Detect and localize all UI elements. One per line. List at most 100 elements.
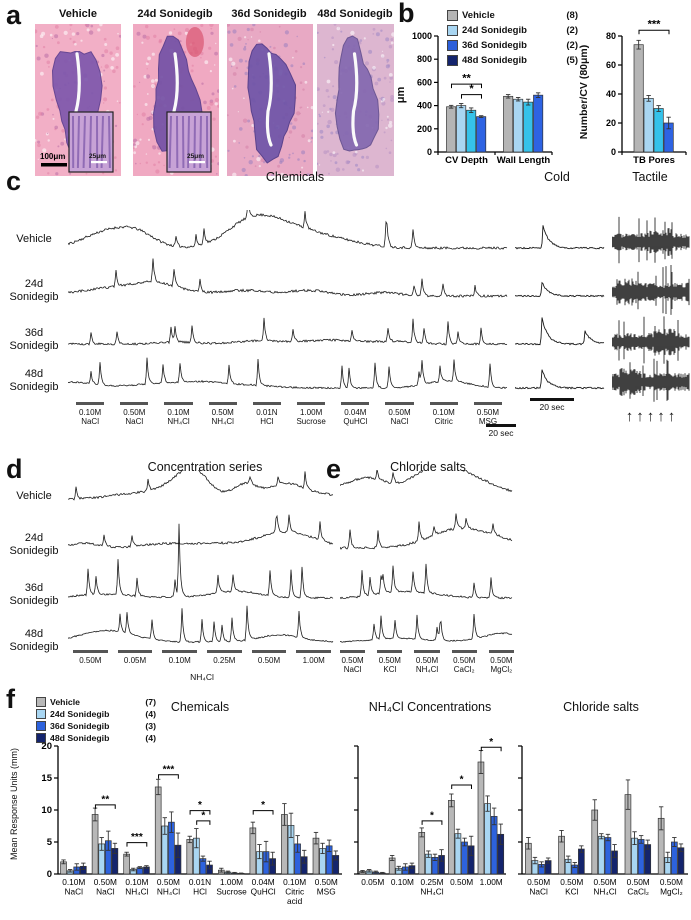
bar bbox=[418, 832, 426, 875]
svg-text:600: 600 bbox=[417, 77, 432, 87]
svg-text:*: * bbox=[261, 800, 265, 811]
trace bbox=[68, 210, 508, 250]
b-pores-y-axis-title: Number/CV (80μm) bbox=[578, 44, 590, 140]
concentration-series-title: Concentration series bbox=[147, 460, 263, 474]
svg-text:0.50M: 0.50M bbox=[560, 877, 583, 887]
cold-time-scale: 20 sec bbox=[528, 398, 576, 412]
f-nh4cl-title: NH₄Cl Concentrations bbox=[368, 700, 492, 714]
svg-text:NH₄Cl: NH₄Cl bbox=[125, 887, 148, 897]
stimulus-label: 0.50M NaCl bbox=[377, 402, 421, 426]
cold-traces bbox=[515, 225, 605, 390]
legend-swatch bbox=[36, 721, 46, 731]
trace bbox=[68, 514, 334, 549]
bar bbox=[461, 841, 468, 875]
svg-text:80: 80 bbox=[606, 31, 616, 41]
bar bbox=[637, 839, 645, 875]
trace bbox=[68, 258, 508, 298]
trace bbox=[340, 513, 513, 550]
trace bbox=[68, 523, 334, 600]
cold-title: Cold bbox=[544, 170, 570, 184]
svg-text:NH₄Cl: NH₄Cl bbox=[157, 887, 180, 897]
bar bbox=[653, 108, 664, 153]
panel-d-label: d bbox=[6, 454, 23, 484]
svg-text:*: * bbox=[430, 810, 434, 821]
c-row-48d: 48d Sonidegib bbox=[9, 368, 59, 393]
bar bbox=[477, 761, 485, 875]
svg-text:*: * bbox=[489, 737, 493, 748]
svg-text:MgCl₂: MgCl₂ bbox=[660, 887, 683, 897]
legend-swatch bbox=[36, 709, 46, 719]
bar bbox=[454, 833, 462, 875]
svg-text:*: * bbox=[201, 810, 205, 821]
legend-swatch bbox=[36, 697, 46, 707]
d-row-36d: 36d Sonidegib bbox=[9, 582, 59, 607]
svg-text:NH₄Cl: NH₄Cl bbox=[420, 887, 443, 897]
svg-text:20: 20 bbox=[41, 741, 52, 752]
legend-swatch bbox=[447, 25, 458, 36]
svg-text:*: * bbox=[469, 83, 474, 95]
bar bbox=[123, 853, 130, 875]
svg-text:0.10M: 0.10M bbox=[62, 877, 85, 887]
trace bbox=[515, 225, 605, 250]
trace bbox=[340, 563, 513, 600]
chemicals-traces bbox=[68, 210, 508, 390]
svg-text:20: 20 bbox=[606, 118, 616, 128]
svg-text:10: 10 bbox=[41, 805, 52, 816]
stimulus-label: 0.50M MSG bbox=[466, 402, 510, 426]
svg-text:***: *** bbox=[163, 764, 175, 775]
svg-text:0.04M: 0.04M bbox=[252, 877, 275, 887]
cv-depth-wall-length-bar-chart: 0 200 400 600 800 1000 CV Depth Wall Length *** bbox=[412, 31, 553, 166]
svg-text:15: 15 bbox=[41, 773, 52, 784]
svg-text:0.50M: 0.50M bbox=[527, 877, 550, 887]
svg-text:NaCl: NaCl bbox=[96, 887, 115, 897]
panel-b-label: b bbox=[398, 0, 415, 28]
histology-label: Vehicle bbox=[59, 8, 97, 20]
svg-text:CV Depth: CV Depth bbox=[445, 155, 488, 166]
svg-text:CaCl₂: CaCl₂ bbox=[627, 887, 649, 897]
legend-swatch bbox=[447, 10, 458, 21]
panel-e-label: e bbox=[326, 454, 342, 484]
svg-text:40: 40 bbox=[606, 89, 616, 99]
tb-pores-bar-chart: 0 20 40 60 80 TB Pores *** bbox=[606, 19, 687, 166]
bar bbox=[484, 803, 491, 875]
bar bbox=[503, 95, 514, 153]
svg-text:200: 200 bbox=[417, 124, 432, 134]
svg-text:MSG: MSG bbox=[317, 887, 336, 897]
svg-text:60: 60 bbox=[606, 60, 616, 70]
svg-text:***: *** bbox=[131, 832, 143, 843]
stimulus-label: 0.50M NH₄Cl bbox=[201, 402, 245, 426]
svg-text:acid: acid bbox=[287, 896, 303, 906]
c-row-36d: 36d Sonidegib bbox=[9, 327, 59, 352]
stimulus-label: 0.01N HCl bbox=[245, 402, 289, 426]
bar bbox=[604, 837, 612, 875]
svg-text:0.01N: 0.01N bbox=[189, 877, 211, 887]
svg-text:0.50M: 0.50M bbox=[593, 877, 616, 887]
stimulus-label: 0.50M MgCl₂ bbox=[483, 650, 520, 674]
svg-text:0.50M: 0.50M bbox=[157, 877, 180, 887]
svg-text:0: 0 bbox=[47, 869, 52, 880]
svg-text:Wall Length: Wall Length bbox=[497, 155, 551, 166]
legend-row: Vehicle (7) bbox=[36, 696, 156, 708]
svg-text:KCl: KCl bbox=[565, 887, 579, 897]
svg-text:NH₄Cl: NH₄Cl bbox=[593, 887, 616, 897]
trace bbox=[68, 357, 508, 390]
bar bbox=[513, 98, 524, 153]
stimulus-label: 0.25M bbox=[202, 650, 247, 665]
svg-text:*: * bbox=[198, 800, 202, 811]
histology-label: 24d Sonidegib bbox=[137, 8, 213, 20]
stimulus-label: 0.50M NH₄Cl bbox=[408, 650, 445, 674]
trace bbox=[612, 316, 690, 364]
svg-text:5: 5 bbox=[47, 837, 53, 848]
bar bbox=[448, 800, 455, 875]
trace bbox=[68, 317, 508, 346]
svg-text:Citric: Citric bbox=[285, 887, 304, 897]
legend-row: 36d Sonidegib (2) bbox=[447, 38, 578, 53]
chemicals-title: Chemicals bbox=[265, 170, 325, 184]
svg-text:100μm: 100μm bbox=[40, 152, 65, 161]
nh4cl-concentration-labels: 0.50M 0.05M 0.10M 0.25M 0.50M 1.00M bbox=[68, 650, 336, 665]
trace bbox=[612, 358, 690, 402]
stimulus-label: 0.10M NH₄Cl bbox=[156, 402, 200, 426]
svg-text:Sucrose: Sucrose bbox=[216, 887, 247, 897]
d-x-axis-label: NH₄Cl bbox=[190, 672, 214, 682]
trace bbox=[68, 470, 333, 501]
